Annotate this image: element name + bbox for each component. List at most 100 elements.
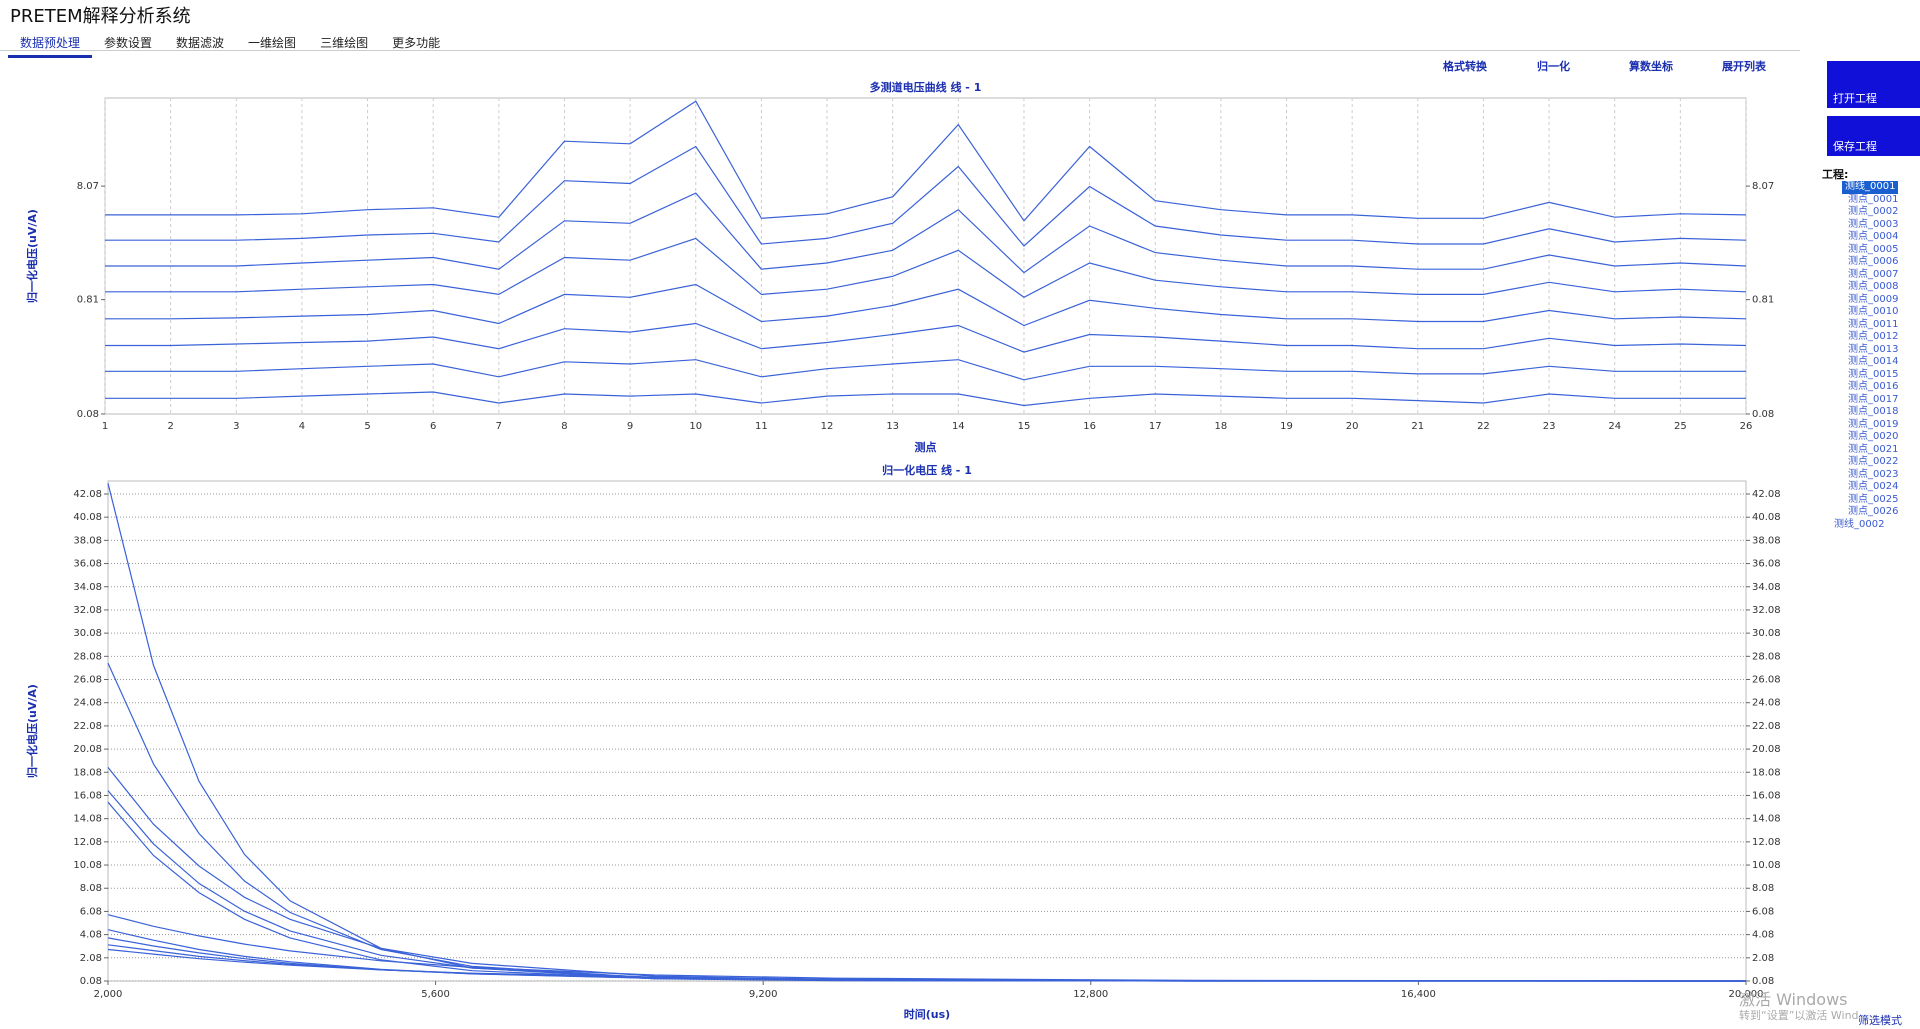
tree-point[interactable]: 测点_0008 [1848,281,1899,292]
tree-point[interactable]: 测点_0017 [1848,393,1899,405]
y-tick-label: 38.08 [73,535,102,546]
tree-point[interactable]: 测点_0025 [1848,493,1899,505]
x-tick-label: 4 [299,421,305,432]
x-tick-label: 22 [1477,421,1490,432]
y-tick-label: 32.08 [73,605,102,616]
y-tick-label: 36.08 [73,559,102,570]
y-tick-label-right: 30.08 [1752,628,1781,639]
tree-point[interactable]: 测点_0014 [1848,356,1899,367]
tree-point[interactable]: 测点_0011 [1848,318,1899,330]
tree-point[interactable]: 测点_0021 [1848,443,1899,455]
tab[interactable]: 三维绘图 [320,36,369,50]
x-tick-label: 16,400 [1401,989,1436,1000]
toolbar-link[interactable]: 算数坐标 [1629,60,1673,73]
tree-point[interactable]: 测点_0001 [1848,193,1899,205]
y-tick-label-right: 34.08 [1752,582,1781,593]
tree-line[interactable]: 测线_0001 [1842,181,1899,194]
y-tick-label: 30.08 [73,628,102,639]
tree-point[interactable]: 测点_0013 [1848,343,1899,355]
y-tick-label: 6.08 [80,906,102,917]
y-tick-label: 12.08 [73,837,102,848]
tree-point[interactable]: 测点_0009 [1848,293,1899,305]
tree-point[interactable]: 测点_0003 [1848,218,1899,230]
toolbar-link[interactable]: 格式转换 [1443,60,1487,73]
tree-point[interactable]: 测点_0010 [1848,306,1899,317]
tree-point[interactable]: 测点_0007 [1848,268,1899,280]
x-tick-label: 10 [689,421,702,432]
y-tick-label: 26.08 [73,675,102,686]
y-tick-label-right: 0.08 [1752,409,1774,420]
series-line [105,192,1747,274]
y-tick-label: 8.07 [77,181,99,192]
tab[interactable]: 参数设置 [104,36,153,50]
tree-point[interactable]: 测点_0005 [1848,243,1899,255]
tree-point[interactable]: 测点_0022 [1848,456,1899,467]
tree-point[interactable]: 测点_0004 [1848,231,1899,242]
y-tick-label-right: 42.08 [1752,489,1781,500]
tree-point[interactable]: 测点_0024 [1848,481,1899,492]
tree-point[interactable]: 测点_0006 [1848,256,1899,267]
y-tick-label: 42.08 [73,489,102,500]
tab[interactable]: 数据预处理 [8,32,93,58]
tree-point[interactable]: 测点_0026 [1848,506,1899,517]
toolbar-link[interactable]: 归一化 [1537,60,1570,73]
plot-frame [107,480,1747,982]
open-project-button[interactable]: 打开工程 [1827,61,1920,108]
y-tick-label-right: 10.08 [1752,860,1781,871]
x-tick-label: 11 [755,421,768,432]
x-tick-label: 13 [886,421,899,432]
y-tick-label-right: 28.08 [1752,651,1781,662]
y-tick-label: 0.81 [77,295,99,306]
x-tick-label: 19 [1280,421,1293,432]
y-tick-label-right: 26.08 [1752,675,1781,686]
series-line [107,767,1747,982]
y-tick-label-right: 2.08 [1752,953,1774,964]
x-tick-label: 16 [1083,421,1096,432]
y-tick-label-right: 12.08 [1752,837,1781,848]
series-line [107,929,1747,982]
chart-title: 多测道电压曲线 线 - 1 [870,80,982,94]
series-line [105,145,1747,247]
y-tick-label: 2.08 [80,953,102,964]
y-tick-label-right: 4.08 [1752,930,1774,941]
series-line [107,914,1747,982]
x-tick-label: 15 [1018,421,1031,432]
x-tick-label: 6 [430,421,436,432]
y-tick-label-right: 8.08 [1752,883,1774,894]
x-tick-label: 26 [1740,421,1753,432]
y-tick-label: 14.08 [73,814,102,825]
y-tick-label-right: 0.81 [1752,295,1774,306]
y-tick-label: 24.08 [73,698,102,709]
tree-point[interactable]: 测点_0012 [1848,331,1899,342]
save-project-button[interactable]: 保存工程 [1827,116,1920,156]
tree-point[interactable]: 测点_0016 [1848,381,1899,392]
series-line [105,237,1747,299]
tab[interactable]: 数据滤波 [176,36,225,50]
y-tick-label-right: 40.08 [1752,512,1781,523]
tree-point[interactable]: 测点_0018 [1848,406,1899,417]
tab[interactable]: 一维绘图 [248,36,297,50]
tree-point[interactable]: 测点_0019 [1848,418,1899,430]
x-tick-label: 12,800 [1073,989,1108,1000]
tree-point[interactable]: 测点_0002 [1848,206,1899,217]
tree-point[interactable]: 测点_0023 [1848,468,1899,480]
project-label: 工程: [1822,168,1849,181]
x-tick-label: 25 [1674,421,1687,432]
tree-point[interactable]: 测点_0015 [1848,368,1899,380]
x-tick-label: 14 [952,421,965,432]
series-line [107,662,1746,982]
toolbar-link[interactable]: 展开列表 [1722,60,1766,73]
tree-line[interactable]: 测线_0002 [1834,518,1885,530]
mode-button[interactable]: 筛选模式 [1858,1012,1902,1028]
y-tick-label-right: 36.08 [1752,559,1781,570]
x-tick-label: 12 [821,421,834,432]
y-tick-label: 0.08 [77,409,99,420]
tree-point[interactable]: 测点_0020 [1848,431,1899,442]
y-tick-label: 34.08 [73,582,102,593]
y-tick-label: 16.08 [73,790,102,801]
x-tick-label: 2 [167,421,173,432]
series-line [105,359,1746,381]
x-tick-label: 18 [1215,421,1228,432]
tab[interactable]: 更多功能 [392,36,441,50]
